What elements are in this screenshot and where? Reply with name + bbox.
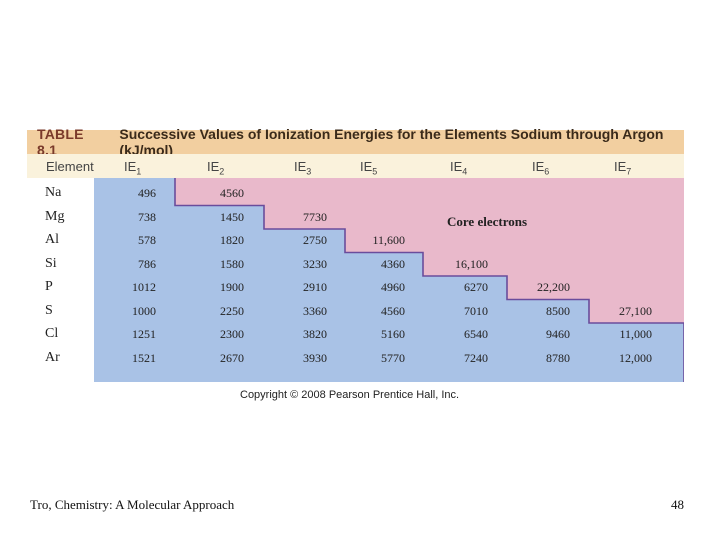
- element-column: [27, 178, 94, 382]
- ionization-energy-table: TABLE 8.1 Successive Values of Ionizatio…: [27, 126, 684, 382]
- ie-value-cell: 8500: [546, 303, 570, 318]
- valence-core-boundary: [174, 178, 684, 382]
- ie-value-cell: 3230: [303, 256, 327, 271]
- ie-value-cell: 2250: [220, 303, 244, 318]
- ie-value-cell: 1900: [220, 280, 244, 294]
- table-title-bar: TABLE 8.1 Successive Values of Ionizatio…: [27, 126, 684, 158]
- element-symbol: Mg: [45, 208, 65, 224]
- ie-value-cell: 2750: [303, 233, 327, 247]
- ie-value-cell: 2910: [303, 280, 327, 294]
- ie-value-cell: 6270: [464, 280, 488, 294]
- ie-value-cell: 3360: [303, 303, 327, 318]
- ie-value-cell: 4560: [381, 303, 405, 318]
- ie-value-cell: 9460: [546, 327, 570, 341]
- ie-value-cell: 738: [138, 209, 156, 224]
- footer-source: Tro, Chemistry: A Molecular Approach: [30, 497, 235, 512]
- ie-value-cell: 496: [138, 186, 156, 200]
- ie-value-cell: 22,200: [537, 280, 570, 294]
- ie-value-cell: 11,000: [619, 327, 652, 341]
- header-ie-4: IE4: [450, 159, 468, 177]
- ie-value-cell: 5160: [381, 327, 405, 341]
- element-symbol: S: [45, 302, 53, 318]
- core-electrons-label: Core electrons: [447, 214, 528, 229]
- ie-value-cell: 1580: [220, 256, 244, 271]
- ie-value-cell: 8780: [546, 350, 570, 365]
- ie-value-cell: 786: [138, 256, 156, 271]
- ie-value-cell: 27,100: [619, 303, 652, 318]
- element-symbol: Ar: [45, 349, 60, 365]
- ie-value-cell: 3820: [303, 327, 327, 341]
- ie-value-cell: 7730: [303, 209, 327, 224]
- header-ie-2: IE2: [207, 159, 225, 177]
- ie-value-cell: 2300: [220, 327, 244, 341]
- header-ie-3: IE3: [294, 159, 312, 177]
- ie-value-cell: 2670: [220, 350, 244, 365]
- ie-value-cell: 5770: [381, 350, 405, 365]
- header-ie-7: IE7: [614, 159, 632, 177]
- ie-value-cell: 1450: [220, 209, 244, 224]
- header-ie-5: IE5: [360, 159, 378, 177]
- element-symbol: P: [45, 279, 53, 294]
- element-symbol: Cl: [45, 326, 59, 341]
- valence-region: [94, 178, 684, 382]
- ie-value-cell: 7240: [464, 350, 488, 365]
- ie-value-cell: 4960: [381, 280, 405, 294]
- ie-value-cell: 1521: [132, 350, 156, 365]
- ie-value-cell: 1000: [132, 303, 156, 318]
- ie-value-cell: 6540: [464, 327, 488, 341]
- ie-value-cell: 578: [138, 233, 156, 247]
- ie-value-cell: 12,000: [619, 350, 652, 365]
- page-number: 48: [671, 497, 684, 512]
- ie-value-cell: 7010: [464, 303, 488, 318]
- ie-value-cell: 4560: [220, 186, 244, 200]
- element-symbol: Si: [45, 255, 57, 271]
- header-element: Element: [46, 159, 94, 174]
- table-body: Core electrons Na 496 4560 Mg 738 1450 7730 Al 5…: [27, 178, 684, 382]
- ie-value-cell: 1012: [132, 280, 156, 294]
- ie-value-cell: 4360: [381, 256, 405, 271]
- copyright-notice: Copyright © 2008 Pearson Prentice Hall, …: [240, 389, 460, 401]
- ie-value-cell: 16,100: [455, 256, 488, 271]
- header-ie-6: IE6: [532, 159, 550, 177]
- ie-value-cell: 1251: [132, 327, 156, 341]
- element-symbol: Al: [45, 232, 59, 247]
- ie-value-cell: 11,600: [372, 233, 405, 247]
- header-ie-1: IE1: [124, 159, 142, 177]
- ie-value-cell: 3930: [303, 350, 327, 365]
- table-header-row: Element IE1 IE2 IE3 IE5 IE4 IE6 IE7: [27, 154, 684, 179]
- ie-value-cell: 1820: [220, 233, 244, 247]
- element-symbol: Na: [45, 185, 62, 200]
- region-shading: [94, 178, 684, 382]
